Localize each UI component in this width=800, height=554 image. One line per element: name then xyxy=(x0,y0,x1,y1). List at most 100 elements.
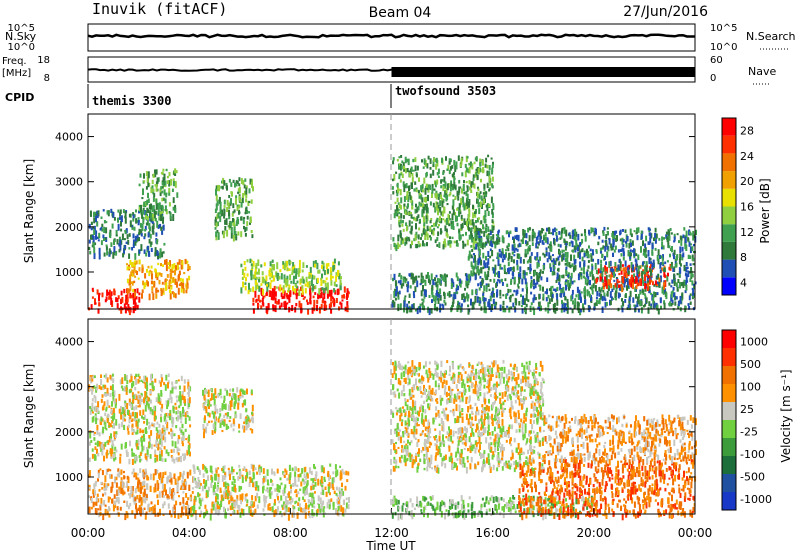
power-cell xyxy=(628,296,631,302)
power-cell xyxy=(279,269,282,273)
velocity-cell xyxy=(320,476,323,483)
power-cell xyxy=(414,157,417,162)
power-cell xyxy=(460,198,463,205)
power-colorbar-tick: 8 xyxy=(740,251,747,264)
power-cell xyxy=(262,295,265,300)
power-cell xyxy=(155,272,157,279)
power-cell xyxy=(410,182,413,186)
power-cell xyxy=(160,205,163,211)
power-colorbar-segment xyxy=(722,188,736,207)
velocity-cell xyxy=(158,380,161,384)
velocity-cell xyxy=(171,440,174,447)
velocity-cell xyxy=(333,476,336,483)
velocity-cell xyxy=(140,497,143,501)
velocity-cell xyxy=(160,390,163,396)
power-cell xyxy=(283,290,286,296)
velocity-cell xyxy=(131,392,134,398)
power-cell xyxy=(626,285,628,291)
power-cell xyxy=(113,246,116,253)
velocity-cell xyxy=(199,483,202,486)
power-cell xyxy=(126,288,129,294)
power-cell xyxy=(560,308,563,313)
power-cell xyxy=(685,230,688,238)
power-cell xyxy=(492,203,495,207)
power-cell xyxy=(316,262,319,270)
power-cell xyxy=(487,266,490,271)
velocity-cell xyxy=(151,381,154,389)
velocity-cell xyxy=(175,417,178,420)
velocity-cell xyxy=(155,397,158,400)
power-cell xyxy=(554,308,557,314)
velocity-cell xyxy=(146,449,149,454)
velocity-cell xyxy=(97,401,100,408)
power-cell xyxy=(539,269,542,274)
power-cell xyxy=(567,280,570,287)
power-cell xyxy=(640,307,643,314)
power-cell xyxy=(179,277,182,282)
power-cell xyxy=(466,185,469,192)
power-cell xyxy=(606,266,609,274)
velocity-cell xyxy=(138,505,141,508)
power-cell xyxy=(592,258,594,262)
power-cell xyxy=(129,274,132,280)
power-cell xyxy=(105,221,108,224)
power-cell xyxy=(132,243,135,248)
power-cell xyxy=(222,232,225,239)
power-cell xyxy=(402,282,405,287)
power-cell xyxy=(416,216,419,222)
power-cell xyxy=(144,225,147,231)
power-cell xyxy=(411,200,414,206)
power-cell xyxy=(472,238,475,245)
power-cell xyxy=(172,206,175,211)
power-cell xyxy=(333,281,336,287)
velocity-cell xyxy=(94,405,97,412)
velocity-cell xyxy=(88,470,91,477)
power-cell xyxy=(662,254,664,261)
velocity-cell xyxy=(174,402,177,406)
power-cell xyxy=(329,303,331,307)
power-cell xyxy=(660,262,663,265)
power-cell xyxy=(675,282,678,288)
velocity-cell xyxy=(93,375,96,379)
power-cell xyxy=(132,212,135,216)
power-cell xyxy=(649,257,652,261)
power-cell xyxy=(631,249,634,253)
power-cell xyxy=(641,270,644,278)
power-cell xyxy=(215,185,218,192)
power-cell xyxy=(403,204,406,210)
power-cell xyxy=(488,288,491,292)
power-cell xyxy=(532,231,535,239)
velocity-cell xyxy=(345,502,348,509)
power-heatmap xyxy=(88,154,697,316)
velocity-cell xyxy=(184,483,187,490)
power-cell xyxy=(488,242,491,246)
power-cell xyxy=(152,293,155,300)
velocity-cell xyxy=(308,512,311,519)
power-cell xyxy=(143,236,146,240)
power-cell xyxy=(459,278,462,284)
power-cell xyxy=(426,185,429,191)
velocity-cell xyxy=(161,457,164,462)
power-cell xyxy=(138,237,140,242)
power-cell xyxy=(578,289,581,295)
power-cell xyxy=(595,250,598,254)
power-cell xyxy=(255,298,258,302)
power-cell xyxy=(161,281,164,285)
velocity-cell xyxy=(142,499,145,502)
velocity-cell xyxy=(163,483,166,491)
power-cell xyxy=(186,261,189,264)
power-cell xyxy=(302,278,305,284)
power-cell xyxy=(238,183,241,187)
power-cell xyxy=(465,190,468,197)
power-cell xyxy=(392,157,395,161)
power-cell xyxy=(488,189,491,192)
velocity-cell xyxy=(193,468,196,474)
power-cell xyxy=(471,237,474,243)
power-cell xyxy=(121,233,124,241)
power-cell xyxy=(161,186,164,189)
power-cell xyxy=(665,292,668,300)
power-cell xyxy=(294,288,297,294)
power-cell xyxy=(151,286,154,291)
power-cell xyxy=(651,263,654,270)
